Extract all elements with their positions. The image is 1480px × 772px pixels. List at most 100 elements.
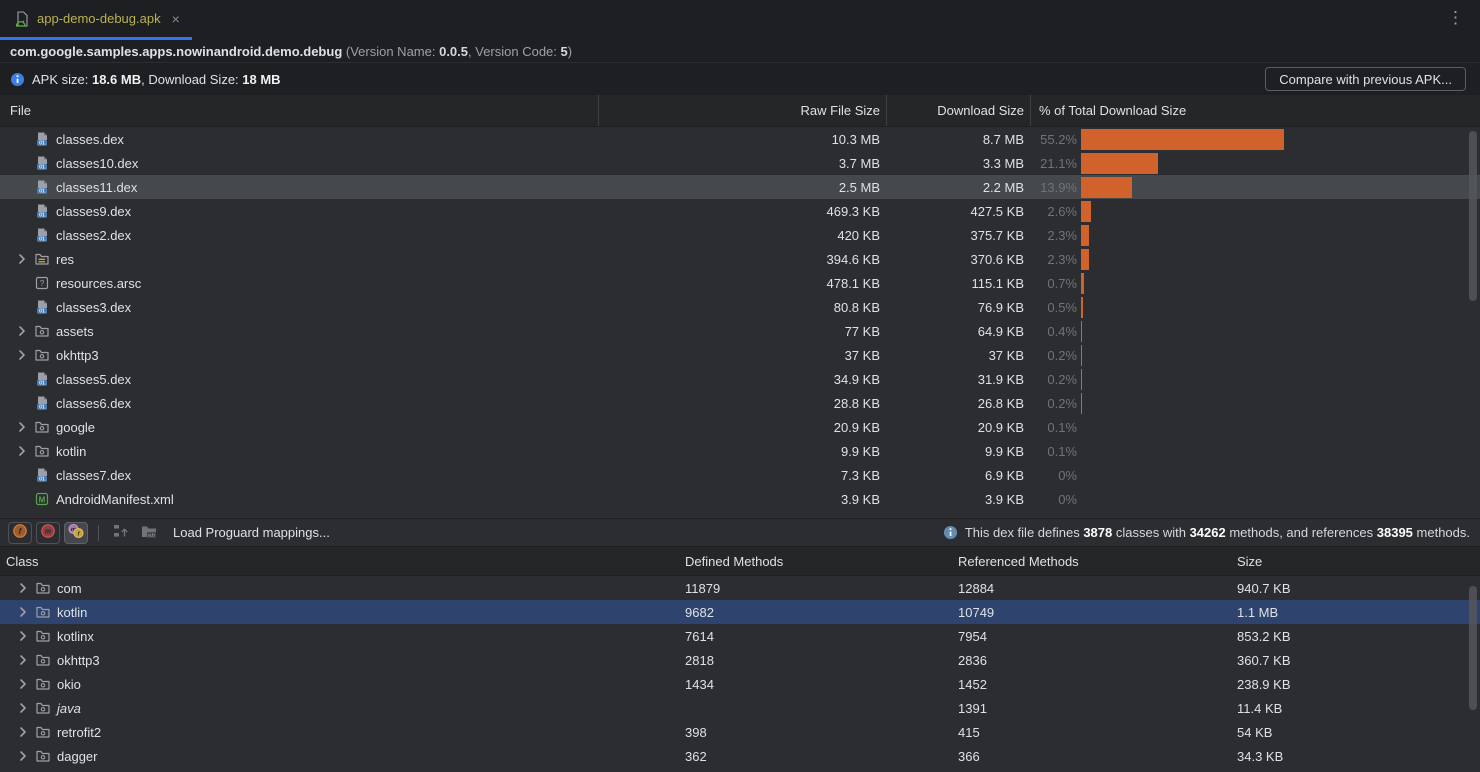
chevron-right-icon[interactable] [15,700,35,716]
file-table-row[interactable]: 01 classes3.dex 80.8 KB 76.9 KB 0.5% [0,295,1480,319]
raw-file-size-cell: 469.3 KB [826,203,881,219]
package-folder-icon [35,652,51,668]
show-fields-toggle-button[interactable]: f [8,521,32,544]
class-table-row[interactable]: com 11879 12884 940.7 KB [0,576,1480,600]
percent-cell: 0.2% [1047,371,1077,387]
file-name-cell: 01 classes6.dex [0,395,598,411]
chevron-right-icon[interactable] [14,347,34,363]
file-table-row[interactable]: M AndroidManifest.xml 3.9 KB 3.9 KB 0% [0,487,1480,511]
chevron-right-icon[interactable] [14,251,34,267]
load-proguard-mappings-link[interactable]: Load Proguard mappings... [173,525,330,540]
apk-file-icon [14,10,30,27]
dex-info-segment: methods, and references [1225,525,1377,540]
chevron-right-icon[interactable] [15,580,35,596]
file-table-scrollbar[interactable] [1469,131,1477,301]
svg-text:m: m [45,529,51,536]
file-table-row[interactable]: kotlin 9.9 KB 9.9 KB 0.1% [0,439,1480,463]
svg-text:01: 01 [39,165,45,171]
column-header-class[interactable]: Class [6,553,39,569]
chevron-right-icon[interactable] [14,419,34,435]
more-options-kebab-icon[interactable]: ⋮ [1447,8,1464,27]
chevron-slot [14,275,34,291]
raw-file-size-cell: 2.5 MB [838,179,880,195]
percent-bar-cell [1081,319,1480,343]
percent-cell: 2.3% [1047,251,1077,267]
column-header-percent-of-total[interactable]: % of Total Download Size [1030,95,1480,126]
file-table-row[interactable]: 01 classes7.dex 7.3 KB 6.9 KB 0% [0,463,1480,487]
percent-cell: 0.1% [1047,419,1077,435]
class-table-row[interactable]: retrofit2 398 415 54 KB [0,720,1480,744]
percent-bar-cell [1081,463,1480,487]
file-table-row[interactable]: 01 classes5.dex 34.9 KB 31.9 KB 0.2% [0,367,1480,391]
file-table-row[interactable]: 01 classes11.dex 2.5 MB 2.2 MB 13.9% [0,175,1480,199]
percent-bar-cell [1081,247,1480,271]
chevron-right-icon[interactable] [15,604,35,620]
file-name-cell: kotlin [0,443,598,459]
chevron-right-icon[interactable] [15,628,35,644]
chevron-right-icon[interactable] [14,443,34,459]
file-table-row[interactable]: 01 classes9.dex 469.3 KB 427.5 KB 2.6% [0,199,1480,223]
class-name-cell: kotlinx [0,628,685,644]
file-name-label: resources.arsc [56,275,142,291]
class-table-row[interactable]: kotlinx 7614 7954 853.2 KB [0,624,1480,648]
column-header-defined-methods[interactable]: Defined Methods [685,553,784,569]
version-code-value: 5 [560,43,568,59]
column-header-download-size[interactable]: Download Size [886,95,1030,126]
referenced-methods-cell: 1391 [958,700,987,716]
chevron-right-icon[interactable] [15,724,35,740]
size-cell: 1.1 MB [1237,604,1279,620]
chevron-right-icon[interactable] [15,676,35,692]
download-percent-bar [1081,200,1091,222]
svg-text:01: 01 [39,381,45,387]
class-table-row[interactable]: okhttp3 2818 2836 360.7 KB [0,648,1480,672]
chevron-slot [14,203,34,219]
chevron-slot [14,299,34,315]
file-table-row[interactable]: ? resources.arsc 478.1 KB 115.1 KB 0.7% [0,271,1480,295]
file-name-cell: 01 classes9.dex [0,203,598,219]
class-table-header: Class Defined Methods Referenced Methods… [0,547,1480,576]
svg-text:a.b: a.b [148,533,155,539]
close-tab-icon[interactable]: × [171,10,180,27]
file-table-filler [0,511,1480,518]
column-header-size[interactable]: Size [1237,553,1263,569]
chevron-right-icon[interactable] [15,652,35,668]
file-table-row[interactable]: 01 classes.dex 10.3 MB 8.7 MB 55.2% [0,127,1480,151]
file-table-row[interactable]: 01 classes2.dex 420 KB 375.7 KB 2.3% [0,223,1480,247]
class-table-row[interactable]: kotlin 9682 10749 1.1 MB [0,600,1480,624]
class-table-row[interactable]: okio 1434 1452 238.9 KB [0,672,1480,696]
column-header-raw-file-size[interactable]: Raw File Size [598,95,886,126]
chevron-slot [14,131,34,147]
referenced-methods-cell: 2836 [958,652,987,668]
column-header-referenced-methods[interactable]: Referenced Methods [958,553,1079,569]
show-methods-toggle-button[interactable]: m [36,521,60,544]
deobfuscate-names-button[interactable]: a.b [137,522,161,544]
tab-apk-file[interactable]: app-demo-debug.apk × [0,0,192,40]
svg-text:01: 01 [39,309,45,315]
download-size-cell: 3.9 KB [984,491,1024,507]
download-percent-bar [1081,128,1284,150]
percent-bar-cell [1081,127,1480,151]
expand-tree-button[interactable] [109,522,133,544]
download-percent-bar [1081,272,1084,294]
file-table-row[interactable]: 01 classes6.dex 28.8 KB 26.8 KB 0.2% [0,391,1480,415]
file-table-row[interactable]: google 20.9 KB 20.9 KB 0.1% [0,415,1480,439]
file-table-row[interactable]: okhttp3 37 KB 37 KB 0.2% [0,343,1480,367]
class-table-row[interactable]: dagger 362 366 34.3 KB [0,744,1480,768]
compare-with-previous-apk-button[interactable]: Compare with previous APK... [1265,67,1466,91]
file-table-row[interactable]: assets 77 KB 64.9 KB 0.4% [0,319,1480,343]
class-table-row[interactable]: java 1391 11.4 KB [0,696,1480,720]
download-percent-bar [1081,344,1082,366]
file-unknown-icon: ? [34,275,50,291]
percent-cell: 2.6% [1047,203,1077,219]
class-table-scrollbar[interactable] [1469,586,1477,710]
chevron-right-icon[interactable] [14,323,34,339]
file-table-row[interactable]: 01 classes10.dex 3.7 MB 3.3 MB 21.1% [0,151,1480,175]
download-size-cell: 8.7 MB [982,131,1024,147]
file-table-row[interactable]: res 394.6 KB 370.6 KB 2.3% [0,247,1480,271]
file-name-label: classes3.dex [56,299,132,315]
column-header-file[interactable]: File [10,103,31,118]
chevron-right-icon[interactable] [15,748,35,764]
download-percent-bar [1081,320,1082,342]
percent-cell: 0.7% [1047,275,1077,291]
